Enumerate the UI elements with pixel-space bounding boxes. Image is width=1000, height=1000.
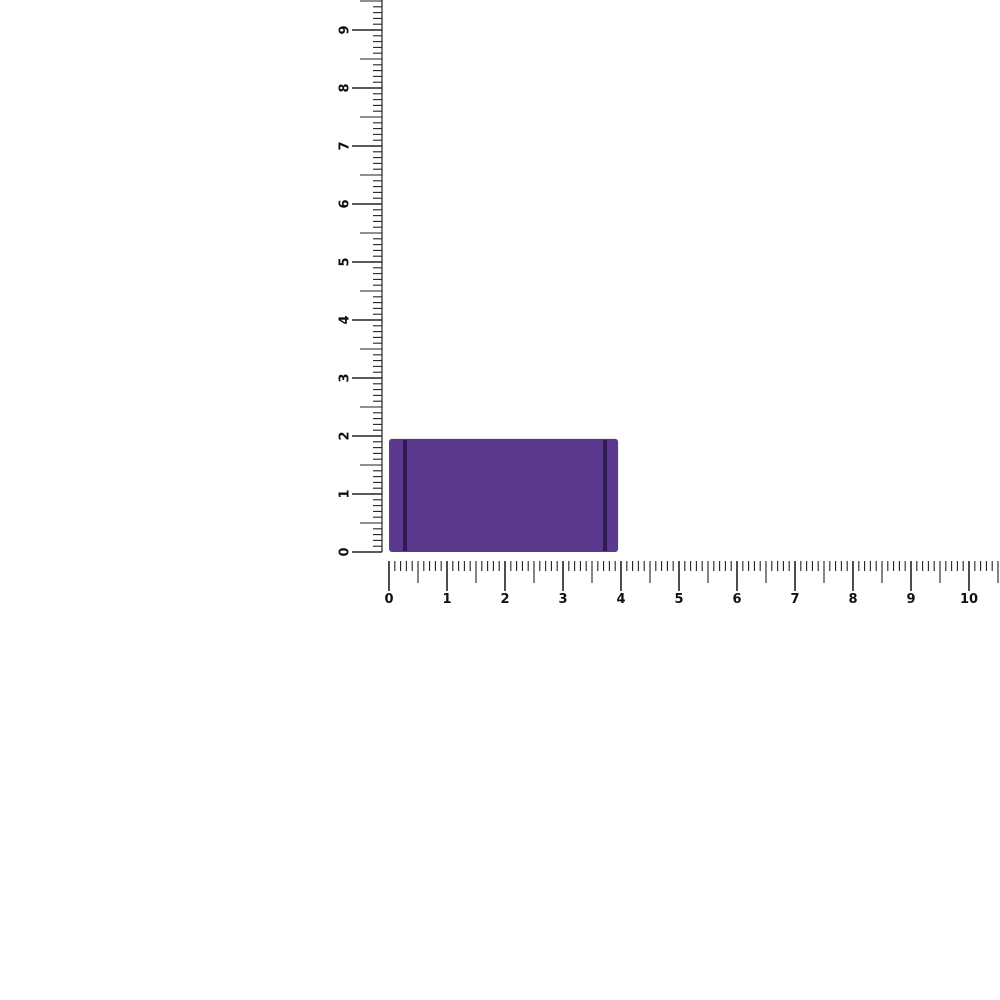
y-tick-label: 1 bbox=[338, 489, 353, 498]
x-tick-label: 10 bbox=[960, 592, 978, 607]
y-tick-label: 7 bbox=[338, 141, 353, 150]
x-tick-label: 5 bbox=[674, 592, 683, 607]
y-tick-label: 0 bbox=[338, 547, 353, 556]
x-tick-label: 3 bbox=[558, 592, 567, 607]
x-tick-label: 7 bbox=[790, 592, 799, 607]
block-groove-left bbox=[403, 439, 407, 551]
purple-block bbox=[389, 438, 619, 552]
horizontal-ruler: 0 1 2 3 4 5 6 7 8 9 10 bbox=[384, 561, 999, 607]
x-tick-label: 0 bbox=[384, 592, 393, 607]
y-tick-label: 2 bbox=[338, 431, 353, 440]
x-tick-label: 6 bbox=[732, 592, 741, 607]
vertical-ruler: 0 1 2 3 4 5 6 7 8 9 bbox=[338, 0, 383, 557]
x-tick-label: 2 bbox=[500, 592, 509, 607]
y-tick-label: 6 bbox=[338, 199, 353, 208]
y-tick-label: 3 bbox=[338, 373, 353, 382]
x-tick-label: 1 bbox=[442, 592, 451, 607]
y-tick-label: 5 bbox=[338, 257, 353, 266]
x-tick-label: 9 bbox=[906, 592, 915, 607]
block-groove-right bbox=[603, 439, 608, 551]
x-tick-label: 4 bbox=[616, 592, 625, 607]
x-tick-label: 8 bbox=[848, 592, 857, 607]
y-tick-label: 4 bbox=[338, 315, 353, 324]
y-tick-label: 8 bbox=[338, 83, 353, 92]
block-body bbox=[389, 438, 619, 552]
y-tick-label: 9 bbox=[338, 25, 353, 34]
